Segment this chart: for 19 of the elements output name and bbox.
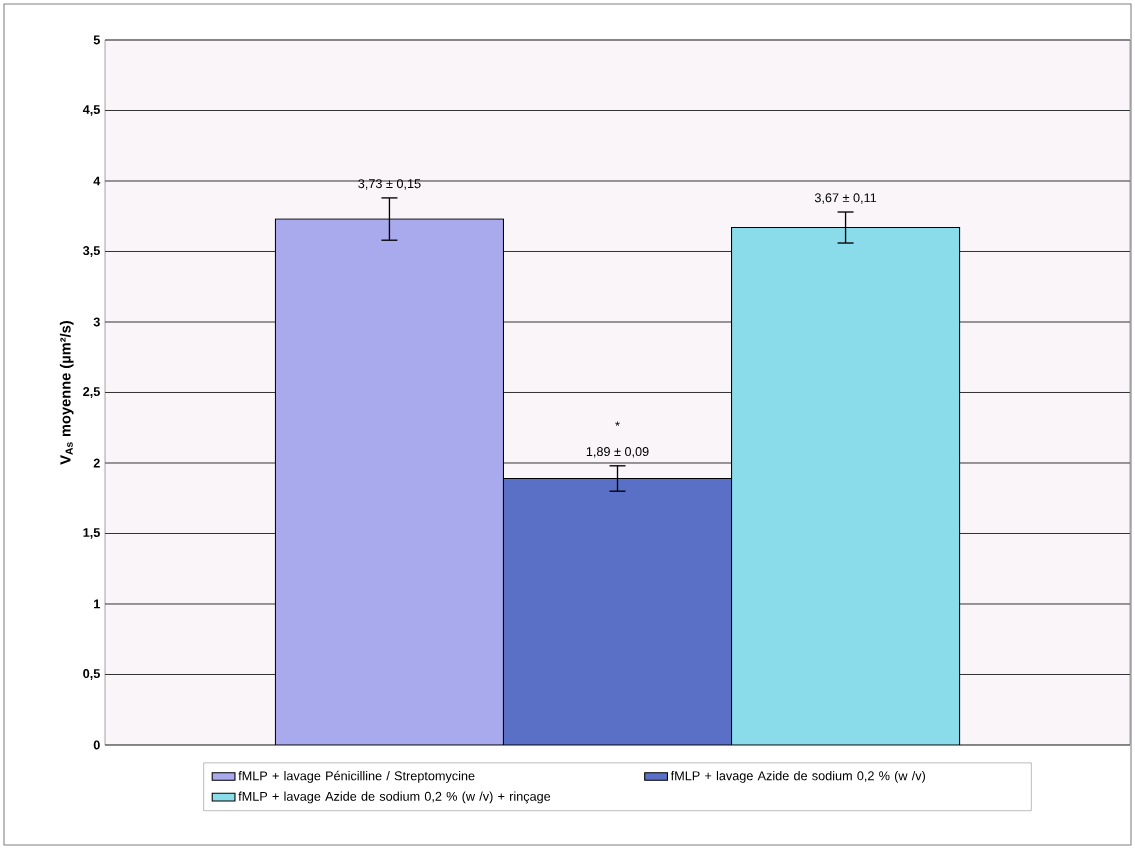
data-label: 3,67 ± 0,11 xyxy=(814,193,877,204)
legend-label: fMLP + lavage Azide de sodium 0,2 % (w /v) + rinçage xyxy=(238,791,551,804)
data-label: 3,73 ± 0,15 xyxy=(358,179,421,190)
data-label: 1,89 ± 0,09 xyxy=(586,447,649,458)
annotation: * xyxy=(615,421,620,426)
legend-label: fMLP + lavage Pénicilline / Streptomycine xyxy=(238,770,475,783)
y-axis-title: V$_{As}$ moyenne (µm²/s) xyxy=(59,320,74,465)
y-tick-label: 3,5 xyxy=(82,246,100,257)
legend-label: fMLP + lavage Azide de sodium 0,2 % (w /v) xyxy=(670,770,926,783)
y-tick-label: 3 xyxy=(93,317,100,327)
y-tick-label: 2,5 xyxy=(83,387,100,398)
y-tick-label: 0 xyxy=(93,740,100,750)
y-tick-label: 1,5 xyxy=(83,528,100,539)
y-tick-label: 4,5 xyxy=(82,105,100,116)
y-tick-label: 1 xyxy=(94,599,100,609)
y-tick-label: 5 xyxy=(93,35,100,45)
y-tick-label: 0,5 xyxy=(83,669,100,680)
y-tick-label: 4 xyxy=(93,176,101,186)
y-tick-label: 2 xyxy=(93,458,100,468)
